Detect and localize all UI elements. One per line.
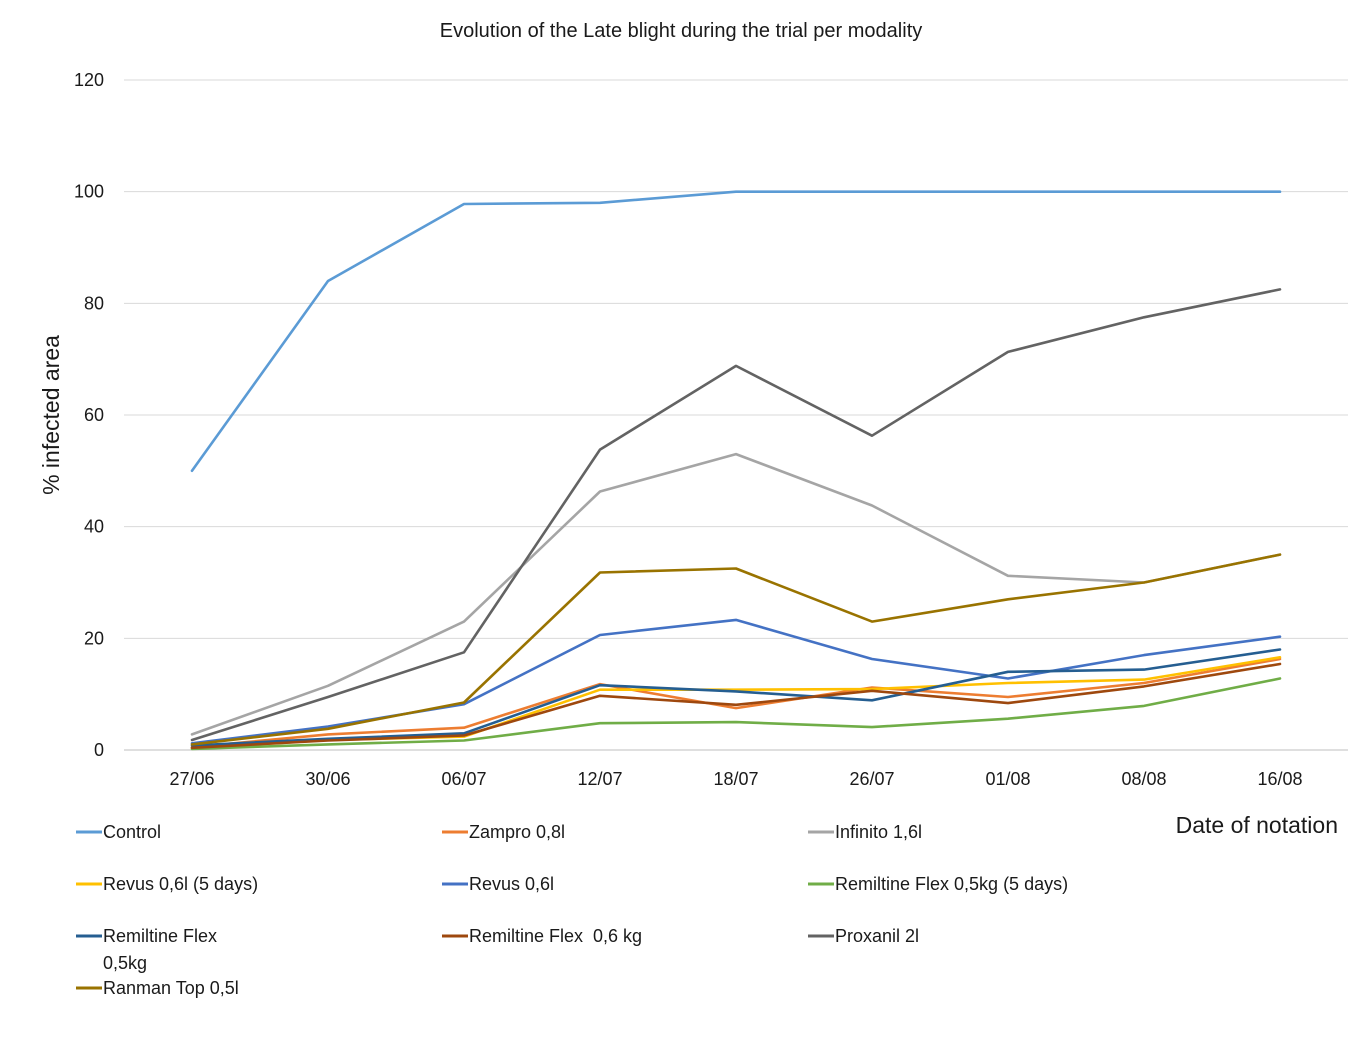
x-tick-label: 26/07 xyxy=(849,769,894,789)
legend-label: Ranman Top 0,5l xyxy=(103,978,239,998)
legend-label: Remiltine Flex 0,5kg (5 days) xyxy=(835,874,1068,894)
legend-label: Revus 0,6l (5 days) xyxy=(103,874,258,894)
y-tick-label: 0 xyxy=(94,740,104,760)
y-tick-label: 100 xyxy=(74,182,104,202)
legend-label: Remiltine Flex 0,6 kg xyxy=(469,926,642,946)
series-line-8 xyxy=(190,288,1282,742)
legend-label: Infinito 1,6l xyxy=(835,822,922,842)
legend-label: 0,5kg xyxy=(103,953,147,973)
x-tick-label: 06/07 xyxy=(441,769,486,789)
series-lines xyxy=(190,190,1282,751)
series-line-9 xyxy=(190,553,1282,746)
series-line-6 xyxy=(190,648,1282,747)
series-line-7 xyxy=(190,662,1282,750)
legend-item: Remiltine Flex 0,5kg xyxy=(76,926,217,973)
legend-item: Infinito 1,6l xyxy=(808,822,922,842)
x-axis-title: Date of notation xyxy=(1176,812,1338,838)
x-axis-ticks: 27/06 30/06 06/07 12/07 18/07 26/07 01/08 08/08… xyxy=(169,769,1302,789)
y-axis-title: % infected area xyxy=(38,335,64,495)
legend-label: Control xyxy=(103,822,161,842)
series-line-1 xyxy=(190,657,1282,749)
legend-item: Proxanil 2l xyxy=(808,926,919,946)
y-tick-label: 20 xyxy=(84,628,104,648)
y-tick-label: 120 xyxy=(74,70,104,90)
gridlines xyxy=(124,79,1348,751)
chart-title: Evolution of the Late blight during the … xyxy=(440,20,923,42)
legend-item: Remiltine Flex 0,5kg (5 days) xyxy=(808,874,1068,894)
x-tick-label: 01/08 xyxy=(985,769,1030,789)
y-axis-ticks: 0 20 40 60 80 100 120 xyxy=(74,70,104,760)
y-tick-label: 40 xyxy=(84,517,104,537)
legend-label: Zampro 0,8l xyxy=(469,822,565,842)
series-line-0 xyxy=(190,190,1282,473)
legend-item: Control xyxy=(76,822,161,842)
x-tick-label: 27/06 xyxy=(169,769,214,789)
legend-label: Remiltine Flex xyxy=(103,926,217,946)
x-tick-label: 18/07 xyxy=(713,769,758,789)
legend-item: Revus 0,6l xyxy=(442,874,554,894)
y-tick-label: 60 xyxy=(84,405,104,425)
legend-item: Remiltine Flex 0,6 kg xyxy=(442,926,642,946)
legend-item: Zampro 0,8l xyxy=(442,822,565,842)
x-tick-label: 08/08 xyxy=(1121,769,1166,789)
x-tick-label: 16/08 xyxy=(1257,769,1302,789)
series-line-5 xyxy=(190,677,1282,751)
x-tick-label: 12/07 xyxy=(577,769,622,789)
legend-item: Revus 0,6l (5 days) xyxy=(76,874,258,894)
x-tick-label: 30/06 xyxy=(305,769,350,789)
legend-item: Ranman Top 0,5l xyxy=(76,978,239,998)
series-line-2 xyxy=(190,452,1282,736)
legend-label: Revus 0,6l xyxy=(469,874,554,894)
y-tick-label: 80 xyxy=(84,293,104,313)
legend: Control Zampro 0,8l Infinito 1,6l Revus 0,6… xyxy=(76,822,1068,998)
legend-label: Proxanil 2l xyxy=(835,926,919,946)
